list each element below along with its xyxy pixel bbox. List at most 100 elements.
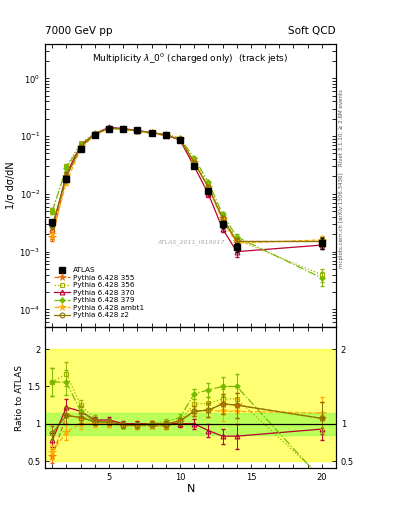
Pythia 6.428 379 <box>149 130 154 136</box>
Pythia 6.428 356 <box>163 133 168 139</box>
Line: Pythia 6.428 ambt1: Pythia 6.428 ambt1 <box>48 125 326 247</box>
Pythia 6.428 356 <box>135 128 140 134</box>
Pythia 6.428 z2 <box>192 159 196 165</box>
Pythia 6.428 ambt1 <box>178 136 182 142</box>
Pythia 6.428 370 <box>135 127 140 134</box>
Pythia 6.428 379 <box>121 126 126 132</box>
Line: ATLAS: ATLAS <box>50 126 325 250</box>
Bar <box>45 413 336 435</box>
Pythia 6.428 ambt1 <box>220 217 225 223</box>
Pythia 6.428 370 <box>64 171 69 177</box>
Text: Soft QCD: Soft QCD <box>288 27 336 36</box>
Pythia 6.428 356 <box>50 208 55 215</box>
Pythia 6.428 379 <box>163 131 168 137</box>
Pythia 6.428 379 <box>192 155 196 161</box>
ATLAS <box>220 221 225 227</box>
Legend: ATLAS, Pythia 6.428 355, Pythia 6.428 356, Pythia 6.428 370, Pythia 6.428 379, P: ATLAS, Pythia 6.428 355, Pythia 6.428 35… <box>51 264 147 321</box>
Pythia 6.428 z2 <box>163 132 168 138</box>
Pythia 6.428 z2 <box>64 174 69 180</box>
Pythia 6.428 370 <box>220 226 225 232</box>
Pythia 6.428 370 <box>78 142 83 148</box>
Text: 7000 GeV pp: 7000 GeV pp <box>45 27 113 36</box>
Line: Pythia 6.428 379: Pythia 6.428 379 <box>50 126 324 280</box>
Pythia 6.428 370 <box>320 242 324 248</box>
Pythia 6.428 370 <box>178 137 182 143</box>
Pythia 6.428 379 <box>220 211 225 217</box>
Pythia 6.428 z2 <box>178 136 182 142</box>
Pythia 6.428 370 <box>149 130 154 136</box>
Pythia 6.428 ambt1 <box>107 125 111 132</box>
Pythia 6.428 379 <box>50 208 55 215</box>
Line: Pythia 6.428 356: Pythia 6.428 356 <box>50 125 324 277</box>
Pythia 6.428 ambt1 <box>320 237 324 243</box>
Pythia 6.428 379 <box>234 234 239 240</box>
Pythia 6.428 379 <box>320 275 324 281</box>
ATLAS <box>78 146 83 152</box>
Pythia 6.428 356 <box>234 237 239 243</box>
Pythia 6.428 ambt1 <box>50 231 55 238</box>
ATLAS <box>50 219 55 225</box>
Pythia 6.428 ambt1 <box>78 146 83 152</box>
Pythia 6.428 356 <box>320 271 324 278</box>
Pythia 6.428 356 <box>64 163 69 169</box>
Pythia 6.428 356 <box>178 136 182 142</box>
Pythia 6.428 355 <box>92 131 97 137</box>
Pythia 6.428 370 <box>206 191 211 197</box>
Pythia 6.428 355 <box>163 133 168 139</box>
Pythia 6.428 z2 <box>149 130 154 136</box>
ATLAS <box>92 132 97 138</box>
Pythia 6.428 370 <box>163 132 168 138</box>
Pythia 6.428 z2 <box>234 239 239 245</box>
Pythia 6.428 z2 <box>121 126 126 132</box>
Pythia 6.428 355 <box>220 215 225 221</box>
Pythia 6.428 355 <box>320 239 324 245</box>
ATLAS <box>206 188 211 195</box>
Pythia 6.428 355 <box>206 184 211 190</box>
ATLAS <box>234 244 239 250</box>
Pythia 6.428 370 <box>107 124 111 131</box>
Pythia 6.428 355 <box>78 144 83 150</box>
Text: Rivet 3.1.10; ≥ 2.6M events: Rivet 3.1.10; ≥ 2.6M events <box>339 90 344 166</box>
Pythia 6.428 ambt1 <box>121 126 126 132</box>
Pythia 6.428 379 <box>64 165 69 171</box>
Pythia 6.428 370 <box>234 249 239 255</box>
ATLAS <box>64 176 69 182</box>
ATLAS <box>163 132 168 138</box>
Pythia 6.428 356 <box>78 140 83 146</box>
ATLAS <box>320 240 324 246</box>
Pythia 6.428 356 <box>92 130 97 136</box>
ATLAS <box>192 163 196 169</box>
Pythia 6.428 ambt1 <box>92 132 97 138</box>
ATLAS <box>121 125 126 132</box>
ATLAS <box>178 137 182 143</box>
Pythia 6.428 355 <box>121 126 126 132</box>
Pythia 6.428 356 <box>107 125 111 131</box>
Pythia 6.428 356 <box>206 182 211 188</box>
Pythia 6.428 379 <box>92 131 97 137</box>
Pythia 6.428 z2 <box>220 215 225 221</box>
Pythia 6.428 z2 <box>135 128 140 134</box>
Pythia 6.428 379 <box>78 142 83 148</box>
Text: Multiplicity $\lambda\_0^0$ (charged only)  (track jets): Multiplicity $\lambda\_0^0$ (charged onl… <box>92 52 289 67</box>
Pythia 6.428 ambt1 <box>149 130 154 136</box>
Line: Pythia 6.428 355: Pythia 6.428 355 <box>48 124 326 245</box>
Pythia 6.428 ambt1 <box>163 132 168 138</box>
Pythia 6.428 z2 <box>92 131 97 137</box>
Pythia 6.428 ambt1 <box>206 184 211 190</box>
Pythia 6.428 z2 <box>206 184 211 190</box>
Pythia 6.428 355 <box>107 125 111 131</box>
Pythia 6.428 370 <box>92 131 97 137</box>
Text: mcplots.cern.ch [arXiv:1306.3436]: mcplots.cern.ch [arXiv:1306.3436] <box>339 173 344 268</box>
Pythia 6.428 ambt1 <box>192 159 196 165</box>
Pythia 6.428 z2 <box>78 144 83 150</box>
Pythia 6.428 ambt1 <box>64 179 69 185</box>
Line: Pythia 6.428 z2: Pythia 6.428 z2 <box>50 125 324 244</box>
Pythia 6.428 355 <box>50 234 55 240</box>
Text: ATLAS_2011_I919017: ATLAS_2011_I919017 <box>157 239 224 245</box>
Bar <box>45 349 336 461</box>
Pythia 6.428 370 <box>121 125 126 132</box>
Pythia 6.428 355 <box>64 174 69 180</box>
Pythia 6.428 379 <box>178 135 182 141</box>
Pythia 6.428 z2 <box>50 223 55 229</box>
Y-axis label: 1/σ dσ/dN: 1/σ dσ/dN <box>6 161 17 209</box>
